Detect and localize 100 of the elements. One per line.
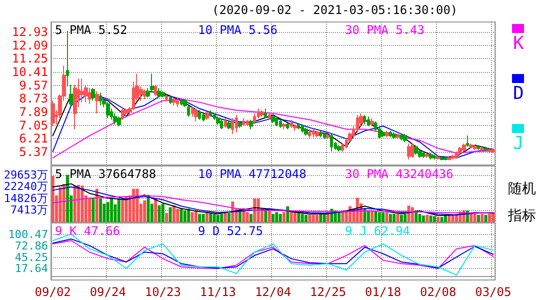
candlestick [249,119,253,130]
bar [290,212,293,222]
bar [183,210,186,222]
bar [132,188,136,222]
bar [264,210,268,222]
bar [216,214,220,222]
candlestick [422,151,425,158]
bar [180,208,183,222]
candlestick [69,84,73,106]
text: 10 PMA 47712048 [198,167,306,181]
bar [106,202,110,222]
x-tick-label: 01/18 [365,285,402,299]
bar [404,214,407,222]
candlestick [172,97,176,106]
candlestick [293,124,297,132]
bar [418,214,422,222]
bar [278,214,282,222]
bar [388,214,392,222]
candlestick [257,108,260,119]
candlestick [326,134,330,140]
candlestick [99,92,102,106]
candlestick [411,143,414,158]
bar [110,198,114,222]
bar [476,214,480,222]
y-tick-label: 12.93 [12,25,48,39]
bar [51,176,54,222]
bar [154,198,158,222]
bar [338,212,341,222]
candlestick [396,134,400,140]
bar [249,214,252,222]
y-tick-label: 17.64 [14,262,48,276]
bar [95,188,98,222]
series-label: 9 K 47.66 [55,224,120,238]
bar [136,188,139,222]
bar [470,214,473,222]
bar [224,212,227,222]
series-label: 9 J 62.94 [345,224,410,238]
bar [392,214,396,222]
candlestick [198,110,201,120]
candlestick [224,118,227,128]
x-tick-label: 11/13 [200,285,236,299]
candlestick [279,119,282,128]
bar [426,214,429,222]
candlestick [330,134,333,152]
text: 指标 [508,207,536,225]
bar [304,214,308,222]
candlestick [389,130,392,138]
x-tick-label: 10/23 [144,285,181,299]
bar [300,214,304,222]
candlestick [425,152,429,158]
candlestick [205,111,209,120]
text: 30 PMA 5.43 [345,23,424,37]
candlestick [290,119,293,128]
candlestick [176,97,179,108]
candlestick [304,127,308,136]
bar [88,198,92,222]
y-tick-label: 10.41 [12,64,48,79]
bar [316,214,319,222]
candlestick [385,130,389,138]
y-tick-label: 100.47 [8,228,48,242]
candlestick [113,112,117,126]
candlestick [436,156,440,160]
text: 5 PMA 5.52 [55,23,128,37]
bar [436,217,440,222]
candlestick [440,156,444,161]
candlestick [154,84,157,96]
candlestick [451,154,455,160]
y-tick-label: 22240万 [4,180,48,194]
candlestick [433,154,436,160]
bar [73,186,76,222]
candlestick [473,144,477,150]
line-series [52,195,494,214]
candlestick [238,120,242,128]
candlestick [227,120,231,130]
bar [480,214,484,222]
bar [422,215,425,222]
bar [158,205,161,222]
candlestick [88,88,91,104]
bar [209,212,212,222]
candlestick [202,112,205,122]
bar [473,214,476,222]
candlestick [282,122,286,130]
bar [165,212,168,222]
text: 30 PMA 43240436 [345,167,454,181]
candlestick [80,78,84,103]
candlestick [414,144,418,156]
y-tick-label: 7.05 [19,118,48,132]
candlestick [121,106,124,120]
bar [66,174,70,222]
candlestick [191,106,194,118]
bar [187,208,190,222]
candlestick [209,110,212,118]
bar [440,217,444,222]
bar [366,210,370,222]
x-tick-label: 03/05 [475,285,512,299]
bar [451,214,454,222]
bar [432,216,436,222]
x-tick-label: 02/08 [420,285,456,299]
bar [370,210,374,222]
text: 10 PMA 5.56 [198,23,278,37]
